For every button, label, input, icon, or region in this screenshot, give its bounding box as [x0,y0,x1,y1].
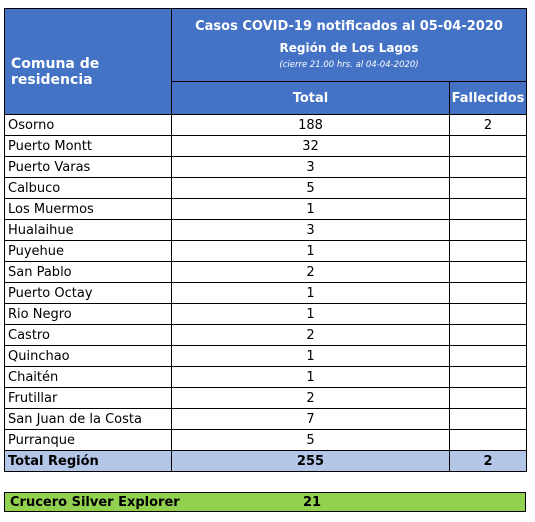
fallecidos-cell [449,240,527,262]
total-cell: 5 [171,177,450,199]
total-cell: 1 [171,303,450,325]
fallecidos-cell [449,282,527,304]
fallecidos-cell [449,303,527,325]
table-row: Puerto Montt 32 [4,135,527,157]
table-row: Osorno 188 2 [4,114,527,136]
total-row: Total Región 255 2 [4,450,527,472]
comuna-cell: San Pablo [4,261,172,283]
fallecidos-cell [449,219,527,241]
fallecidos-cell [449,345,527,367]
total-cell: 7 [171,408,450,430]
comuna-cell: Puyehue [4,240,172,262]
table-row: Chaitén 1 [4,366,527,388]
total-cell: 1 [171,282,450,304]
table-row: Hualaihue 3 [4,219,527,241]
cruise-label: Crucero Silver Explorer [10,495,180,510]
total-cell: 2 [171,387,450,409]
table-row: Puerto Octay 1 [4,282,527,304]
table-row: Castro 2 [4,324,527,346]
total-cell: 32 [171,135,450,157]
table-row: Quinchao 1 [4,345,527,367]
total-cell: 2 [171,324,450,346]
header-fallecidos: Fallecidos [449,81,527,115]
comuna-cell: Frutillar [4,387,172,409]
comuna-cell: Puerto Montt [4,135,172,157]
table-row: San Pablo 2 [4,261,527,283]
comuna-cell: Calbuco [4,177,172,199]
comuna-cell: Chaitén [4,366,172,388]
header-comuna: Comuna de residencia [4,8,172,115]
comuna-cell: Osorno [4,114,172,136]
comuna-cell: Quinchao [4,345,172,367]
table-row: Rio Negro 1 [4,303,527,325]
title-line-2: Región de Los Lagos [279,41,419,55]
total-cell: 1 [171,198,450,220]
table-row: Calbuco 5 [4,177,527,199]
comuna-cell: Los Muermos [4,198,172,220]
fallecidos-cell [449,177,527,199]
table-row: Puyehue 1 [4,240,527,262]
fallecidos-cell [449,261,527,283]
title-line-1: Casos COVID-19 notificados al 05-04-2020 [195,19,503,34]
comuna-cell: Puerto Octay [4,282,172,304]
comuna-cell: Purranque [4,429,172,451]
fallecidos-cell [449,366,527,388]
comuna-cell: Rio Negro [4,303,172,325]
covid-cases-table: Comuna de residencia Casos COVID-19 noti… [4,8,527,472]
cruise-row: Crucero Silver Explorer 21 [4,492,526,512]
total-cell: 3 [171,219,450,241]
total-cell: 3 [171,156,450,178]
fallecidos-cell [449,156,527,178]
table-row: Puerto Varas 3 [4,156,527,178]
total-cell: 1 [171,345,450,367]
fallecidos-cell [449,198,527,220]
total-cell: 2 [171,261,450,283]
total-cell: 1 [171,366,450,388]
fallecidos-cell [449,387,527,409]
total-cell: 188 [171,114,450,136]
comuna-cell: Castro [4,324,172,346]
title-line-3: (cierre 21.00 hrs. al 04-04-2020) [279,60,419,70]
table-row: Frutillar 2 [4,387,527,409]
comuna-cell: Puerto Varas [4,156,172,178]
total-cell: 1 [171,240,450,262]
fallecidos-cell [449,429,527,451]
table-row: San Juan de la Costa 7 [4,408,527,430]
fallecidos-cell [449,408,527,430]
comuna-cell: San Juan de la Costa [4,408,172,430]
cruise-value: 21 [303,495,322,510]
header-total: Total [171,81,450,115]
fallecidos-cell: 2 [449,114,527,136]
total-cell: 5 [171,429,450,451]
table-row: Purranque 5 [4,429,527,451]
fallecidos-cell [449,324,527,346]
total-fallecidos: 2 [449,450,527,472]
comuna-cell: Hualaihue [4,219,172,241]
table-row: Los Muermos 1 [4,198,527,220]
table-title: Casos COVID-19 notificados al 05-04-2020… [171,8,527,82]
total-label: Total Región [4,450,172,472]
total-value: 255 [171,450,450,472]
fallecidos-cell [449,135,527,157]
